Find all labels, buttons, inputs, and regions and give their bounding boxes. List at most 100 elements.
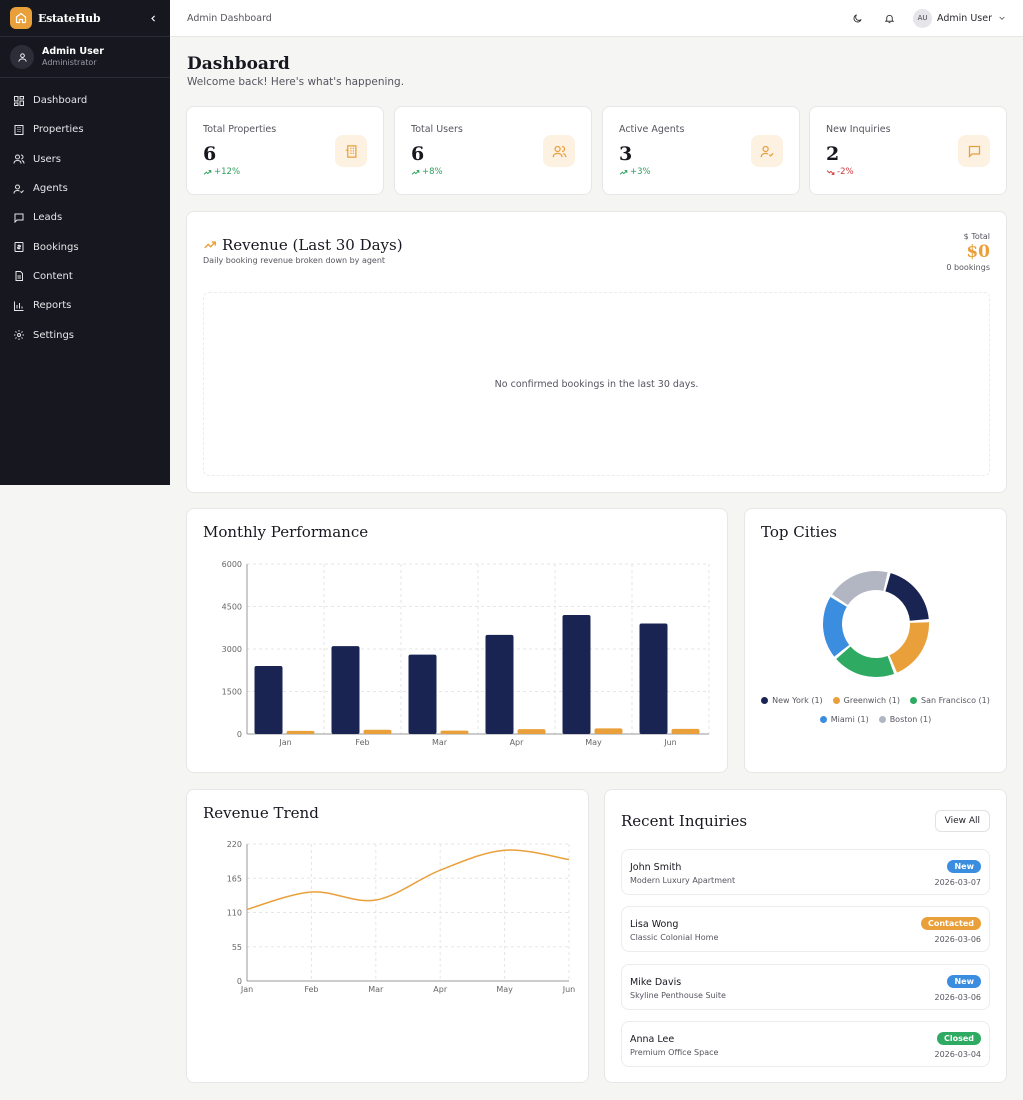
inquiry-property: Modern Luxury Apartment — [630, 876, 736, 885]
sidebar-item-bookings[interactable]: Bookings — [0, 232, 170, 261]
users-icon — [13, 154, 25, 164]
sidebar-item-label: Agents — [33, 183, 68, 195]
stat-change-value: +3% — [630, 167, 651, 177]
notifications-button[interactable] — [881, 10, 897, 26]
revenue-total-value: $0 — [966, 242, 990, 262]
legend-item[interactable]: Miami (1) — [819, 715, 869, 724]
stat-change-value: -2% — [837, 167, 854, 177]
bar-series-1 — [639, 623, 668, 734]
revenue-subtitle: Daily booking revenue broken down by age… — [203, 256, 386, 265]
stat-value: 2 — [826, 143, 840, 165]
pie-slice — [823, 597, 850, 657]
revenue-card: Revenue (Last 30 Days) Daily booking rev… — [186, 211, 1007, 493]
inquiries-title: Recent Inquiries — [621, 812, 748, 830]
pie-slice — [885, 573, 929, 621]
page-subtitle: Welcome back! Here's what's happening. — [187, 76, 405, 88]
sidebar-item-dashboard[interactable]: Dashboard — [0, 86, 170, 115]
legend-item[interactable]: Boston (1) — [878, 715, 932, 724]
chevron-left-icon — [150, 14, 155, 22]
sidebar-item-properties[interactable]: Properties — [0, 115, 170, 144]
topbar: Admin Dashboard AU Admin User — [170, 0, 1023, 37]
trend-up-icon — [203, 169, 212, 175]
revenue-empty-state: No confirmed bookings in the last 30 day… — [203, 292, 990, 476]
collapse-sidebar-button[interactable] — [146, 11, 160, 25]
legend-dot — [910, 697, 917, 704]
sidebar-item-content[interactable]: Content — [0, 262, 170, 291]
x-tick-label: Apr — [433, 985, 448, 994]
stat-card-new-inquiries: New Inquiries 2 -2% — [809, 106, 1007, 195]
trend-up-icon — [411, 169, 420, 175]
sidebar-item-label: Reports — [33, 300, 72, 312]
y-tick-label: 0 — [237, 730, 242, 739]
legend-item[interactable]: New York (1) — [761, 696, 823, 705]
inquiry-name: Anna Lee — [630, 1034, 675, 1045]
y-tick-label: 3000 — [222, 645, 242, 654]
inquiry-item[interactable]: Lisa Wong Classic Colonial Home Contacte… — [621, 906, 990, 952]
message-icon — [958, 135, 990, 167]
brand-name: EstateHub — [38, 11, 101, 25]
y-tick-label: 110 — [227, 909, 242, 918]
theme-toggle-button[interactable] — [849, 10, 865, 26]
home-logo-icon — [10, 7, 32, 29]
legend-label: Miami (1) — [830, 715, 869, 724]
x-tick-label: May — [585, 738, 602, 747]
sidebar-user: Admin User Administrator — [0, 37, 170, 78]
legend-item[interactable]: San Francisco (1) — [910, 696, 990, 705]
bar-series-2 — [517, 729, 546, 734]
sidebar-item-leads[interactable]: Leads — [0, 203, 170, 232]
x-tick-label: Feb — [355, 738, 369, 747]
topbar-user-name: Admin User — [937, 12, 992, 24]
legend-dot — [761, 697, 769, 704]
gear-icon — [14, 330, 24, 341]
inquiry-item[interactable]: Anna Lee Premium Office Space Closed 202… — [621, 1021, 990, 1067]
top-cities-card: Top Cities New York (1) Greenwich (1) Sa… — [744, 508, 1007, 773]
stat-change: +3% — [619, 167, 651, 177]
status-badge: Contacted — [920, 917, 981, 930]
y-tick-label: 6000 — [222, 560, 242, 569]
bar-series-2 — [671, 728, 700, 734]
stat-change: +8% — [411, 167, 443, 177]
stat-label: Active Agents — [619, 124, 685, 135]
agent-icon — [751, 135, 783, 167]
legend-label: San Francisco (1) — [921, 696, 990, 705]
sidebar-item-settings[interactable]: Settings — [0, 320, 170, 349]
inquiry-item[interactable]: Mike Davis Skyline Penthouse Suite New 2… — [621, 964, 990, 1010]
sidebar-item-users[interactable]: Users — [0, 145, 170, 174]
bar-series-2 — [363, 729, 392, 734]
legend-row-2: Miami (1) Boston (1) — [745, 715, 1006, 724]
legend-dot — [878, 716, 886, 723]
revenue-total-label: Total — [971, 232, 990, 241]
inquiry-property: Skyline Penthouse Suite — [630, 991, 726, 1000]
x-tick-label: Jan — [240, 985, 253, 994]
x-tick-label: Jun — [562, 985, 576, 994]
inquiry-name: John Smith — [630, 862, 682, 873]
legend-item[interactable]: Greenwich (1) — [832, 696, 900, 705]
revenue-trend-chart: Jan Feb Mar Apr May Jun 0 55 110 165 220 — [227, 840, 576, 994]
user-menu-button[interactable]: AU Admin User — [913, 8, 1006, 28]
x-tick-label: Mar — [432, 738, 448, 747]
inquiry-item[interactable]: John Smith Modern Luxury Apartment New 2… — [621, 849, 990, 895]
sidebar-item-reports[interactable]: Reports — [0, 291, 170, 320]
sidebar-nav: Dashboard Properties Users Agents Leads … — [0, 78, 170, 350]
sidebar-item-label: Properties — [33, 124, 84, 136]
message-icon — [14, 213, 24, 224]
topbar-title: Admin Dashboard — [187, 12, 272, 24]
sidebar-item-agents[interactable]: Agents — [0, 174, 170, 203]
legend-label: Boston (1) — [889, 715, 932, 724]
x-tick-label: May — [496, 985, 513, 994]
view-all-button[interactable]: View All — [934, 810, 990, 832]
moon-icon — [853, 13, 862, 22]
y-tick-label: 4500 — [222, 603, 242, 612]
avatar: AU — [913, 8, 933, 28]
x-tick-label: Mar — [368, 985, 384, 994]
booking-icon — [14, 242, 24, 253]
stat-card-total-properties: Total Properties 6 +12% — [186, 106, 384, 195]
trend-up-icon — [204, 241, 216, 249]
inquiry-date: 2026-03-06 — [934, 993, 982, 1002]
x-tick-label: Feb — [304, 985, 318, 994]
bar-series-2 — [440, 730, 469, 734]
x-tick-label: Jun — [663, 738, 677, 747]
legend-row-1: New York (1) Greenwich (1) San Francisco… — [745, 696, 1006, 705]
users-icon — [543, 135, 575, 167]
chart-title: Top Cities — [761, 523, 837, 541]
